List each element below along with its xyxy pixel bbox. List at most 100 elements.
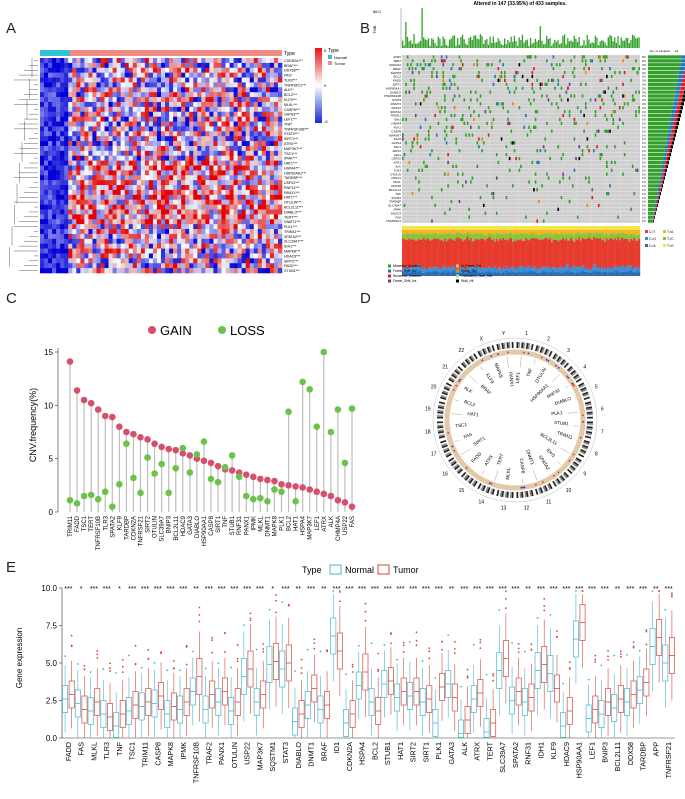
- heatmap-cell: [165, 190, 169, 195]
- heatmap-cell: [121, 126, 125, 131]
- heatmap-cell: [181, 166, 185, 171]
- heatmap-cell: [60, 156, 64, 161]
- heatmap-cell: [222, 234, 226, 239]
- mutation-cell: [603, 90, 605, 93]
- titv-segment: [632, 230, 634, 234]
- heatmap-cell: [84, 126, 88, 131]
- titv-segment: [447, 267, 449, 271]
- variant-legend-swatch: [456, 270, 459, 273]
- heatmap-cell: [165, 146, 169, 151]
- titv-segment: [621, 226, 623, 230]
- mutation-percent-label: 1%: [642, 172, 646, 176]
- heatmap-cell: [117, 151, 121, 156]
- heatmap-cell: [137, 156, 141, 161]
- heatmap-cell: [209, 170, 213, 175]
- heatmap-cell: [201, 107, 205, 112]
- oncoplot-panel: Altered in 147 (33.95%) of 433 samples. …: [370, 0, 685, 285]
- heatmap-cell: [113, 58, 117, 63]
- titv-segment: [540, 226, 542, 230]
- mutation-cell: [404, 204, 406, 207]
- heatmap-cell: [88, 136, 92, 141]
- heatmap-cell: [161, 63, 165, 68]
- mutation-cell: [438, 157, 440, 160]
- mutation-cell: [485, 110, 487, 113]
- mutation-cell: [493, 118, 495, 121]
- titv-segment: [535, 266, 537, 271]
- heatmap-cell: [169, 112, 173, 117]
- heatmap-cell: [129, 63, 133, 68]
- cnv-loss-point: [278, 488, 285, 495]
- heatmap-cell: [230, 180, 234, 185]
- heatmap-cell: [157, 58, 161, 63]
- heatmap-cell: [201, 161, 205, 166]
- heatmap-cell: [84, 209, 88, 214]
- heatmap-cell: [197, 170, 201, 175]
- heatmap-cell: [121, 214, 125, 219]
- mutation-cell: [604, 114, 606, 117]
- tmb-bar: [417, 44, 418, 48]
- heatmap-cell: [278, 244, 282, 249]
- titv-segment: [629, 226, 631, 230]
- heatmap-cell: [149, 224, 153, 229]
- heatmap-cell: [60, 209, 64, 214]
- heatmap-cell: [274, 73, 278, 78]
- heatmap-cell: [92, 244, 96, 249]
- titv-segment: [540, 230, 542, 235]
- heatmap-cell: [101, 58, 105, 63]
- heatmap-cell: [101, 126, 105, 131]
- heatmap-cell: [173, 244, 177, 249]
- mutation-cell: [574, 122, 576, 125]
- titv-segment: [519, 234, 521, 240]
- heatmap-cell: [266, 185, 270, 190]
- mutation-cell: [596, 130, 598, 133]
- heatmap-cell: [173, 63, 177, 68]
- titv-segment: [438, 234, 440, 238]
- tmb-bar: [635, 38, 636, 48]
- heatmap-cell: [185, 200, 189, 205]
- cnv-loss-point: [102, 488, 109, 495]
- heatmap-cell: [84, 146, 88, 151]
- heatmap-cell: [205, 63, 209, 68]
- heatmap-cell: [209, 166, 213, 171]
- heatmap-cell: [209, 229, 213, 234]
- heatmap-cell: [270, 131, 274, 136]
- titv-segment: [546, 238, 548, 267]
- heatmap-cell: [68, 97, 72, 102]
- side-bar-segment: [682, 55, 685, 58]
- cnv-x-tick-label: TSC1: [82, 515, 88, 531]
- heatmap-cell: [48, 107, 52, 112]
- heatmap-cell: [262, 219, 266, 224]
- titv-segment: [436, 267, 438, 271]
- heatmap-cell: [56, 229, 60, 234]
- mutation-cell: [536, 188, 538, 191]
- heatmap-cell: [262, 175, 266, 180]
- heatmap-cell: [117, 224, 121, 229]
- titv-segment: [540, 239, 542, 268]
- mutation-cell: [624, 71, 626, 74]
- mutation-cell: [612, 122, 614, 125]
- mutation-percent-label: 2%: [642, 79, 646, 83]
- heatmap-cell: [80, 244, 84, 249]
- heatmap-cell: [72, 156, 76, 161]
- heatmap-cell: [109, 219, 113, 224]
- titv-segment: [510, 233, 512, 238]
- heatmap-cell: [76, 214, 80, 219]
- heatmap-cell: [125, 180, 129, 185]
- heatmap-cell: [109, 92, 113, 97]
- heatmap-cell: [84, 234, 88, 239]
- mutation-cell: [439, 110, 441, 113]
- titv-segment: [583, 226, 585, 230]
- heatmap-cell: [181, 229, 185, 234]
- cnv-x-tick-label: DIABLO: [195, 516, 201, 538]
- heatmap-cell: [145, 244, 149, 249]
- variant-legend-label: Frame_Shift_Ins: [393, 279, 417, 283]
- titv-segment: [601, 272, 603, 276]
- mutation-cell: [408, 90, 410, 93]
- tmb-bar: [431, 38, 432, 48]
- heatmap-cell: [80, 239, 84, 244]
- heatmap-cell: [278, 161, 282, 166]
- heatmap-cell: [133, 126, 137, 131]
- tmb-bar: [566, 44, 567, 48]
- heatmap-cell: [141, 219, 145, 224]
- heatmap-cell: [84, 112, 88, 117]
